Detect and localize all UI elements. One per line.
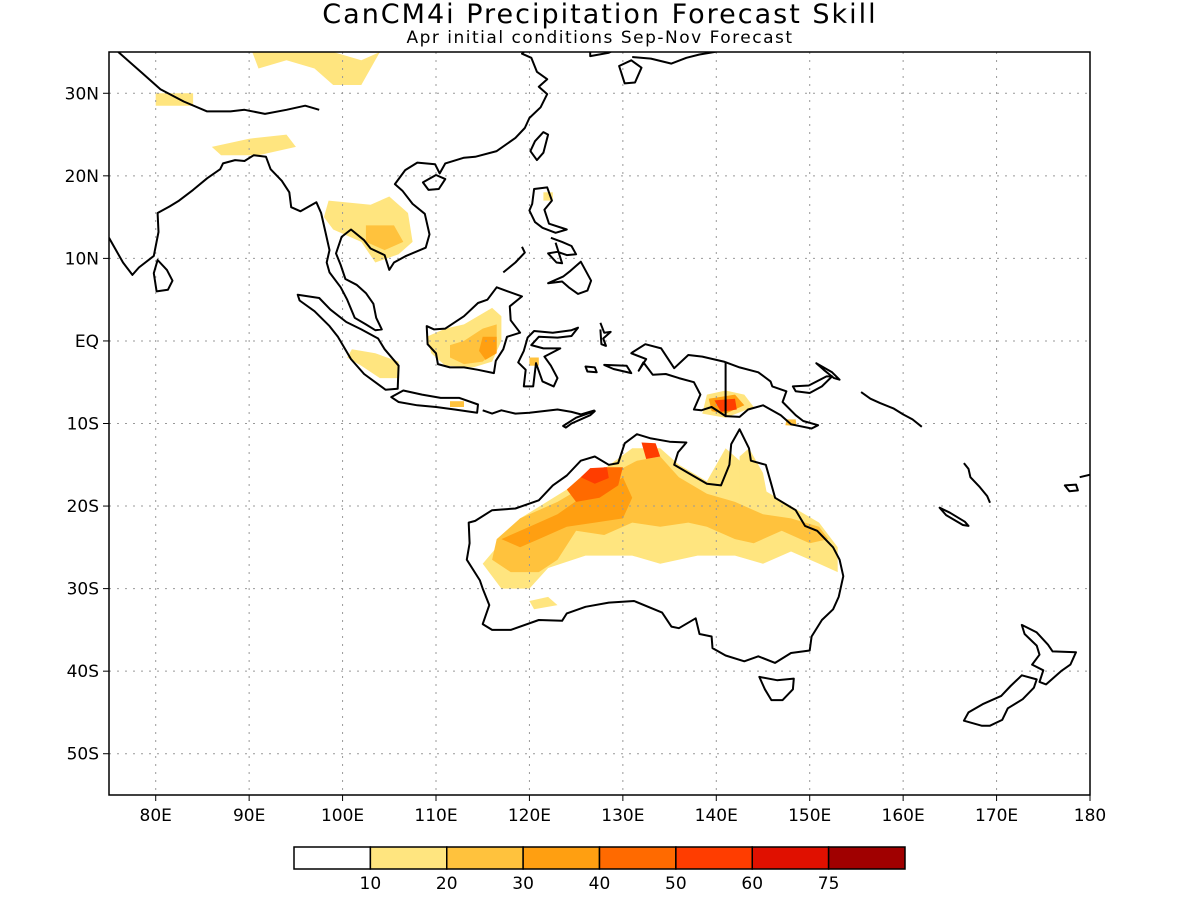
coastline-lesser-sunda: [482, 408, 596, 416]
lon-tick-label: 90E: [233, 806, 265, 826]
coastline-buru: [584, 365, 598, 374]
lon-tick-label: 110E: [414, 806, 457, 826]
coastline-new-zealand-south: [962, 674, 1038, 727]
lat-tick-label: 10N: [65, 249, 99, 269]
coastline-solomons: [860, 391, 923, 428]
graticule: [109, 52, 1090, 795]
skill-region-australia-mid: [492, 456, 829, 573]
lon-tick-label: 180: [1074, 806, 1106, 826]
coastline-mindanao: [547, 260, 593, 295]
colorbar-label: 40: [589, 874, 611, 894]
coastline-new-britain: [791, 375, 834, 394]
coastline-new-zealand-north: [1020, 623, 1077, 686]
colorbar-swatch: [522, 846, 601, 870]
coastline-fiji-vanua-levu: [1079, 473, 1090, 479]
lat-tick-label: 20S: [67, 497, 99, 517]
lon-tick-label: 170E: [975, 806, 1018, 826]
coastline-timor: [562, 410, 596, 429]
coastline-fiji: [1063, 483, 1079, 493]
lon-tick-label: 150E: [788, 806, 831, 826]
skill-region-sumatra: [347, 349, 399, 379]
coastline-tasmania: [758, 675, 795, 702]
lon-tick-label: 120E: [508, 806, 551, 826]
lon-tick-label: 80E: [140, 806, 172, 826]
coastlines: [109, 52, 1090, 727]
colorbar-swatch: [675, 846, 753, 870]
coastline-shikoku-honshu: [632, 52, 720, 65]
latitude-axis: 30N 20N 10N EQ 10S 20S 30S 40S 50S: [65, 84, 109, 765]
lon-tick-label: 100E: [321, 806, 364, 826]
skill-region-borneo-core: [479, 336, 497, 360]
lat-tick-label: 20N: [65, 167, 99, 187]
map-subtitle: Apr initial conditions Sep-Nov Forecast: [406, 28, 794, 48]
colorbar-label: 10: [360, 874, 382, 894]
lat-tick-label: 10S: [67, 415, 99, 435]
coastline-new-caledonia: [938, 506, 970, 527]
coastline-seram: [603, 363, 633, 375]
lat-tick-label: 50S: [67, 745, 99, 765]
skill-region-sw-australia: [529, 596, 558, 610]
coastline-sulawesi: [517, 326, 579, 388]
lat-tick-label: EQ: [75, 332, 99, 352]
colorbar-label: 30: [512, 874, 534, 894]
colorbar-swatch: [369, 846, 448, 870]
coastline-asia-mainland: [109, 52, 549, 332]
skill-region-kimberley-high: [566, 467, 623, 502]
colorbar: 10 20 30 40 50 60 75: [293, 846, 906, 894]
skill-region-tibet: [252, 52, 380, 85]
colorbar-swatch: [598, 846, 677, 870]
coastline-new-guinea: [630, 343, 820, 430]
skill-region-queensland-plume: [739, 448, 768, 523]
skill-region-himalaya: [211, 134, 296, 156]
coastline-palawan: [502, 246, 526, 274]
lat-tick-label: 40S: [67, 662, 99, 682]
lon-tick-label: 140E: [695, 806, 738, 826]
skill-region-top-end: [641, 442, 661, 459]
colorbar-swatch: [446, 846, 524, 870]
skill-shading: [155, 52, 838, 610]
coastline-taiwan: [529, 131, 550, 162]
coastline-new-ireland: [815, 362, 841, 381]
colorbar-label: 50: [665, 874, 687, 894]
longitude-axis: 80E 90E 100E 110E 120E 130E 140E 150E 160E 170E 18…: [140, 795, 1106, 826]
coastline-luzon: [528, 186, 568, 234]
coastline-himalaya-boundary: [117, 52, 320, 115]
skill-region-java: [450, 401, 464, 407]
coastline-hainan: [421, 174, 447, 191]
coastline-java: [390, 389, 479, 414]
colorbar-swatch: [293, 846, 372, 870]
lat-tick-label: 30S: [67, 580, 99, 600]
lat-tick-label: 30N: [65, 84, 99, 104]
skill-region-cambodia: [365, 225, 404, 251]
coastline-australia: [465, 428, 845, 664]
lon-tick-label: 130E: [601, 806, 644, 826]
colorbar-swatch: [827, 846, 906, 870]
colorbar-swatch: [751, 846, 830, 870]
coastline-sumatra: [296, 293, 400, 391]
skill-region-kimberley-peak: [580, 467, 609, 484]
coastline-borneo: [425, 286, 523, 375]
coastline-sri-lanka: [152, 259, 174, 293]
colorbar-label: 75: [818, 874, 840, 894]
map-title: CanCM4i Precipitation Forecast Skill: [322, 0, 878, 30]
lon-tick-label: 160E: [882, 806, 925, 826]
coastline-visayas: [547, 236, 578, 265]
coastline-kyushu: [618, 59, 643, 85]
coastline-korea: [589, 52, 613, 58]
colorbar-label: 20: [436, 874, 458, 894]
colorbar-label: 60: [741, 874, 763, 894]
coastline-vanuatu: [963, 462, 991, 504]
coastline-halmahera: [599, 322, 612, 347]
